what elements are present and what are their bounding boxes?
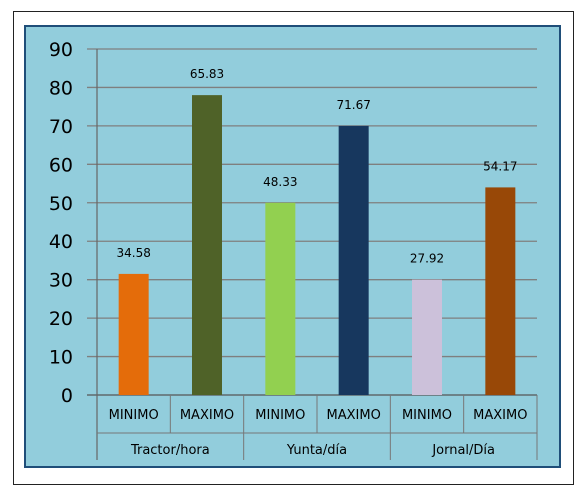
y-tick-label: 30 xyxy=(49,270,73,292)
x-group-label: Jornal/Día xyxy=(431,443,495,458)
x-category-label: MAXIMO xyxy=(327,408,381,423)
bar xyxy=(265,202,296,395)
x-category-label: MINIMO xyxy=(255,408,305,423)
y-tick-label: 10 xyxy=(49,347,73,369)
x-category-label: MAXIMO xyxy=(473,408,527,423)
x-category-label: MINIMO xyxy=(109,408,159,423)
bar-data-label: 71.67 xyxy=(336,98,370,112)
bar-data-label: 54.17 xyxy=(483,159,517,173)
gridlines xyxy=(87,48,537,396)
x-group-label: Yunta/día xyxy=(286,443,347,458)
x-category-label: MAXIMO xyxy=(180,408,234,423)
x-category-label: MINIMO xyxy=(402,408,452,423)
y-tick-label: 60 xyxy=(49,154,73,176)
bar-data-label: 48.33 xyxy=(263,175,297,189)
x-axis: MINIMO MAXIMO Tractor/hora MINIMO MAXIMO Yunt… xyxy=(97,395,538,460)
bar xyxy=(118,273,149,395)
y-tick-label: 0 xyxy=(61,385,73,407)
y-tick-label: 80 xyxy=(49,77,73,99)
bar xyxy=(338,125,369,395)
y-tick-label: 50 xyxy=(49,193,73,215)
bar-data-label: 34.58 xyxy=(116,246,150,260)
y-axis: 0 10 20 30 40 50 60 70 80 90 xyxy=(49,39,98,460)
bar xyxy=(485,187,516,395)
y-tick-label: 20 xyxy=(49,308,73,330)
bar-data-label: 65.83 xyxy=(190,67,224,81)
x-group-label: Tractor/hora xyxy=(130,443,210,458)
bar-data-label: 27.92 xyxy=(410,252,444,266)
y-tick-label: 90 xyxy=(49,39,73,61)
data-labels: 34.58 65.83 48.33 71.67 27.92 54.17 xyxy=(116,67,517,266)
y-tick-label: 40 xyxy=(49,231,73,253)
bars xyxy=(118,95,516,395)
bar xyxy=(192,95,222,395)
y-tick-label: 70 xyxy=(49,116,73,138)
bar xyxy=(412,279,442,395)
